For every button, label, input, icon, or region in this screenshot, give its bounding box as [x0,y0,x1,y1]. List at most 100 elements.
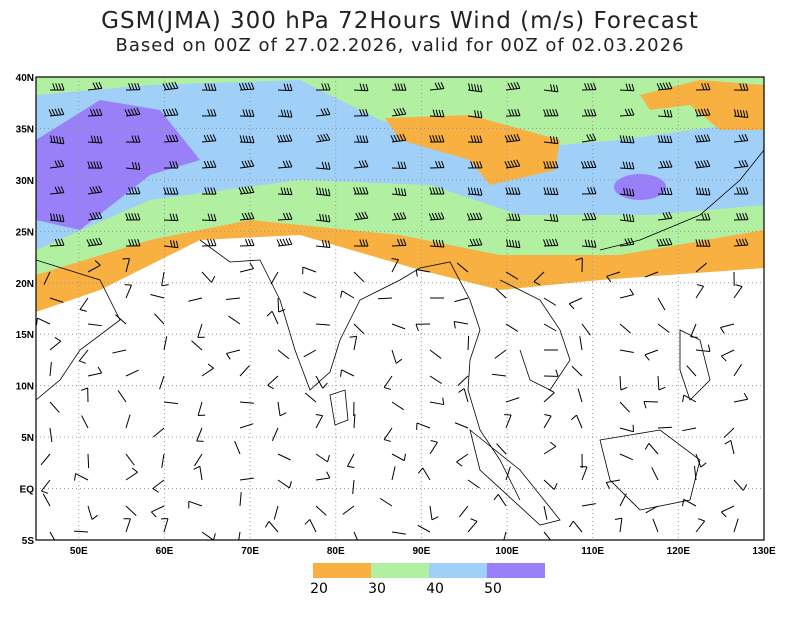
barb-feather [592,212,597,220]
barb-shaft [196,427,203,442]
barb-feather [210,83,214,91]
barb-feather [516,133,521,141]
barb-feather [286,187,290,195]
lat-label: 25N [16,227,34,238]
barb-shaft [303,291,317,299]
barb-feather [125,213,129,221]
barb-feather [586,212,591,220]
barb-shaft [495,288,507,299]
barb-shaft [163,518,169,533]
barb-feather [364,539,365,540]
barb-feather [706,134,711,142]
barb-shaft [277,166,292,169]
barb-feather [435,187,439,195]
barb-shaft [391,323,406,330]
barb-shaft [315,505,327,516]
barb-feather [553,482,558,490]
barb-feather [435,161,439,168]
barb-feather [438,109,442,117]
barb-feather [474,84,477,92]
barb-shaft [226,349,241,354]
barb-feather [359,135,363,143]
barb-feather [441,135,445,142]
barb-shaft [87,114,103,117]
barb-feather [397,187,401,196]
barb-feather [319,213,322,221]
barb-feather [250,82,255,90]
barb-feather [288,160,293,168]
barb-shaft [571,365,583,377]
island [329,389,349,426]
barb-shaft [543,392,555,403]
barb-feather [54,337,62,342]
barb-feather [697,518,705,522]
barb-feather [706,159,711,167]
barb-shaft [657,193,673,196]
barb-shaft [315,113,330,117]
barb-shaft [581,166,597,169]
barb-feather [745,212,749,220]
barb-shaft [645,505,659,514]
barb-feather [550,441,557,447]
barb-feather [466,213,471,221]
barb-feather [556,84,559,93]
island [599,429,701,511]
barb-shaft [383,375,393,388]
barb-shaft [163,401,178,405]
barb-feather [682,499,685,507]
barb-shaft [163,245,178,249]
barb-feather [213,238,217,246]
barb-shaft [277,297,280,313]
barb-feather [555,187,559,195]
barb-feather [632,189,635,197]
wind-shading [36,77,764,312]
barb-feather [212,160,217,168]
barb-feather [403,83,407,91]
barb-feather [546,109,550,117]
barb-feather [625,135,629,143]
barb-feather [694,161,699,168]
barb-shaft [353,531,359,540]
barb-feather [327,188,331,196]
barb-feather [583,161,588,168]
barb-shaft [505,323,519,332]
barb-feather [511,187,515,195]
barb-feather [175,213,179,221]
barb-feather [283,83,287,91]
barb-shaft [657,88,672,91]
barb-shaft [533,271,545,283]
barb-feather [476,135,480,143]
barb-feather [209,160,214,168]
barb-feather [242,135,246,143]
barb-feather [124,284,132,286]
barb-shaft [309,519,317,533]
barb-shaft [239,88,255,91]
barb-feather [438,135,442,143]
barb-shaft [657,323,670,333]
barb-feather [549,187,553,195]
barb-feather [324,83,328,91]
barb-feather [739,213,743,220]
barb-feather [399,212,404,220]
barb-feather [340,369,342,377]
barb-shaft [117,390,127,403]
barb-feather [700,134,705,142]
barb-shaft [163,336,168,351]
barb-shaft [467,218,483,221]
barb-feather [96,161,100,169]
barb-feather [244,212,249,220]
barb-shaft [125,113,140,117]
barb-feather [133,108,138,115]
barb-feather [442,397,445,405]
barb-feather [516,81,521,89]
island [679,329,711,401]
barb-feather [163,187,167,195]
barb-shaft [505,414,512,429]
barb-feather [175,161,179,169]
barb-feather [241,212,246,220]
barb-feather [590,109,594,117]
barb-feather [627,108,632,116]
barb-shaft [467,479,480,489]
barb-feather [400,188,404,196]
barb-shaft [454,297,469,303]
